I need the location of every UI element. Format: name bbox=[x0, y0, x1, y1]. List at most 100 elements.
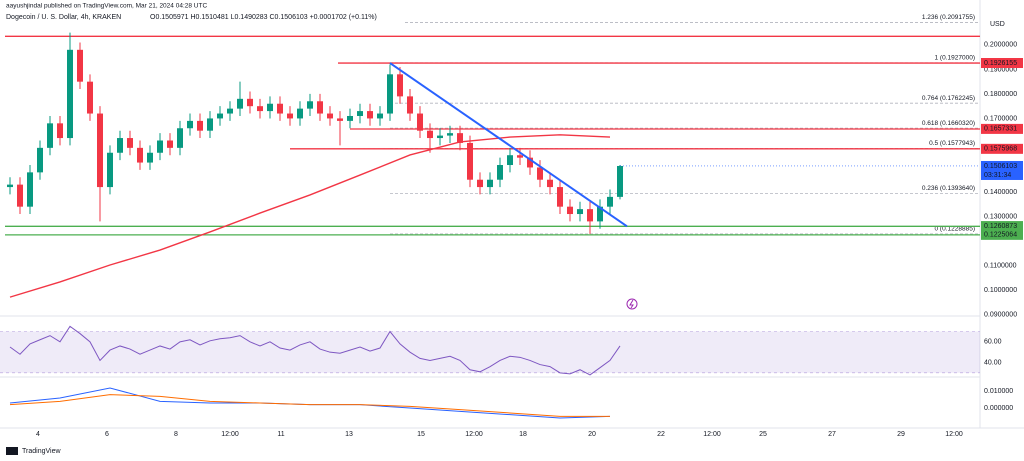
candle-body bbox=[87, 81, 93, 114]
price-tag bbox=[981, 229, 1023, 240]
candle-body bbox=[497, 165, 503, 180]
y-tick-label: 0.1100000 bbox=[984, 262, 1017, 269]
candle-body bbox=[617, 165, 623, 197]
rsi-tick-label: 60.00 bbox=[984, 339, 1002, 346]
y-tick-label: 0.1900000 bbox=[984, 66, 1017, 73]
candle-body bbox=[287, 113, 293, 119]
candle-body bbox=[47, 123, 53, 148]
rsi-line bbox=[9, 325, 621, 376]
candle-body bbox=[517, 155, 523, 158]
candle-body bbox=[357, 111, 363, 116]
candle-body bbox=[67, 49, 73, 139]
candle-body bbox=[307, 101, 313, 109]
x-tick-label: 25 bbox=[759, 431, 767, 438]
candle-body bbox=[507, 155, 513, 166]
candle-body bbox=[117, 138, 123, 153]
candle-body bbox=[137, 147, 143, 163]
candle-body bbox=[297, 108, 303, 119]
candle-body bbox=[207, 118, 213, 131]
macd-tick-label: 0.000000 bbox=[984, 405, 1013, 412]
x-tick-label: 4 bbox=[36, 431, 40, 438]
candle-body bbox=[567, 206, 573, 215]
price-tag bbox=[981, 221, 1023, 232]
candle-body bbox=[327, 113, 333, 119]
price-tag bbox=[981, 58, 1023, 69]
sma-line bbox=[9, 134, 611, 298]
y-tick-label: 0.1300000 bbox=[984, 213, 1017, 220]
x-tick-label: 8 bbox=[174, 431, 178, 438]
price-tag-label: 0.1260873 bbox=[984, 223, 1017, 230]
candle-body bbox=[177, 128, 183, 148]
x-tick-label: 20 bbox=[588, 431, 596, 438]
publisher: aayushjindal published on TradingView.co… bbox=[6, 3, 207, 10]
candle-body bbox=[127, 138, 133, 148]
candle-body bbox=[487, 179, 493, 188]
candle-body bbox=[457, 133, 463, 143]
y-tick-label: 0.1000000 bbox=[984, 287, 1017, 294]
candle-body bbox=[107, 152, 113, 188]
logo bbox=[6, 447, 18, 455]
candle-body bbox=[337, 118, 343, 121]
x-tick-label: 18 bbox=[519, 431, 527, 438]
candle-body bbox=[587, 209, 593, 222]
candle-body bbox=[77, 49, 83, 82]
candle-body bbox=[167, 140, 173, 148]
rsi-band bbox=[0, 331, 980, 373]
current-price-label: 0.1506103 bbox=[984, 163, 1017, 170]
fib-label: 0.5 (0.1577943) bbox=[929, 140, 975, 147]
y-tick-label: 0.2000000 bbox=[984, 42, 1017, 49]
price-tag bbox=[981, 143, 1023, 154]
candle-body bbox=[577, 209, 583, 215]
candle-body bbox=[347, 115, 353, 121]
candle-body bbox=[387, 74, 393, 114]
rsi-tick-label: 40.00 bbox=[984, 359, 1002, 366]
x-tick-label: 22 bbox=[657, 431, 665, 438]
x-tick-label: 12:00 bbox=[221, 431, 239, 438]
candle-body bbox=[147, 152, 153, 163]
price-tag-label: 0.1926155 bbox=[984, 60, 1017, 67]
brand: TradingView bbox=[22, 448, 61, 455]
x-tick-label: 12:00 bbox=[465, 431, 483, 438]
candle-body bbox=[537, 167, 543, 180]
y-tick-label: 0.1400000 bbox=[984, 189, 1017, 196]
fib-label: 1 (0.1927000) bbox=[935, 55, 975, 62]
ohlc: O0.1505971 H0.1510481 L0.1490283 C0.1506… bbox=[150, 14, 377, 21]
y-tick-label: 0.1700000 bbox=[984, 115, 1017, 122]
candle-body bbox=[217, 113, 223, 119]
candle-body bbox=[607, 196, 613, 207]
x-tick-label: 12:00 bbox=[703, 431, 721, 438]
candle-body bbox=[197, 120, 203, 131]
candle-body bbox=[557, 187, 563, 207]
candle-body bbox=[257, 106, 263, 112]
event-icon[interactable] bbox=[626, 298, 638, 310]
candle-body bbox=[527, 157, 533, 168]
x-tick-label: 13 bbox=[345, 431, 353, 438]
candle-body bbox=[377, 113, 383, 119]
candle-body bbox=[427, 130, 433, 139]
candle-body bbox=[157, 140, 163, 153]
candle-body bbox=[317, 101, 323, 114]
x-tick-label: 27 bbox=[828, 431, 836, 438]
fib-label: 0.618 (0.1660320) bbox=[922, 120, 975, 127]
macd-line bbox=[9, 394, 610, 417]
y-tick-label: 0.1800000 bbox=[984, 91, 1017, 98]
candle-body bbox=[247, 98, 253, 107]
candle-body bbox=[467, 142, 473, 180]
x-tick-label: 15 bbox=[417, 431, 425, 438]
fib-label: 1.236 (0.2091755) bbox=[922, 14, 975, 21]
candle-body bbox=[447, 133, 453, 136]
price-tag-label: 0.1575968 bbox=[984, 146, 1017, 153]
x-tick-label: 6 bbox=[105, 431, 109, 438]
x-tick-label: 29 bbox=[897, 431, 905, 438]
trendline bbox=[389, 62, 628, 228]
fib-label: 0 (0.1228885) bbox=[935, 226, 975, 233]
candle-body bbox=[97, 113, 103, 188]
candle-body bbox=[367, 111, 373, 119]
candle-body bbox=[237, 98, 243, 109]
candle-body bbox=[227, 108, 233, 114]
x-tick-label: 11 bbox=[277, 431, 284, 438]
candle-body bbox=[597, 206, 603, 222]
candle-body bbox=[547, 179, 553, 188]
